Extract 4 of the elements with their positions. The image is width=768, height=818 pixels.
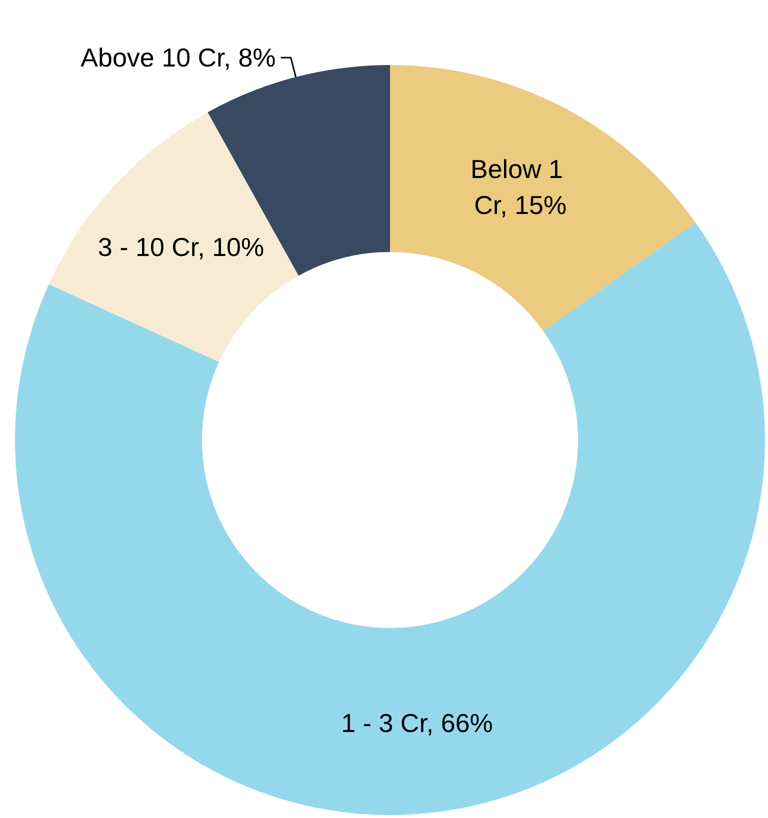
slice-label: Above 10 Cr, 8% [80,42,276,73]
slice-label: Below 1 Cr, 15% [470,154,570,220]
slice-label: 1 - 3 Cr, 66% [341,708,493,738]
slice-label: 3 - 10 Cr, 10% [98,232,264,262]
